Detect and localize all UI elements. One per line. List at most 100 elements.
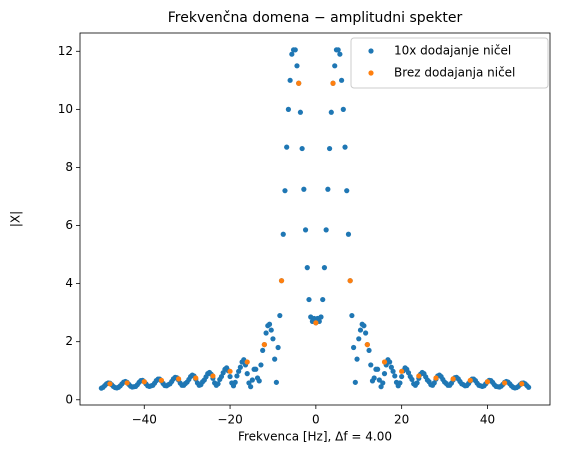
data-point bbox=[282, 188, 288, 194]
data-point bbox=[351, 344, 357, 351]
data-point bbox=[232, 379, 238, 385]
axes-frame bbox=[79, 32, 551, 406]
chart-title: Frekvenčna domena − amplitudni spekter bbox=[168, 10, 463, 26]
x-tick-label: 40 bbox=[480, 413, 495, 427]
legend-box bbox=[350, 37, 549, 89]
data-point bbox=[409, 376, 415, 383]
data-point bbox=[335, 47, 341, 53]
data-point bbox=[397, 380, 403, 386]
y-tick-label: 6 bbox=[65, 218, 73, 232]
data-point bbox=[249, 377, 255, 383]
data-point bbox=[371, 375, 377, 381]
data-point bbox=[248, 384, 254, 390]
data-point bbox=[368, 362, 374, 368]
data-point bbox=[416, 373, 422, 379]
data-point bbox=[357, 327, 364, 333]
data-point bbox=[364, 341, 370, 348]
data-point bbox=[234, 373, 240, 379]
data-point bbox=[210, 373, 216, 379]
data-point bbox=[141, 379, 147, 385]
data-point bbox=[332, 63, 338, 69]
y-tick-label: 4 bbox=[65, 276, 73, 290]
y-axis-label: |X| bbox=[9, 211, 23, 227]
data-point bbox=[284, 144, 290, 150]
y-tick-label: 8 bbox=[65, 160, 73, 174]
data-point bbox=[260, 347, 266, 354]
data-point bbox=[390, 368, 396, 374]
data-point bbox=[285, 106, 292, 112]
data-point bbox=[302, 227, 309, 233]
data-point bbox=[261, 341, 267, 348]
data-point bbox=[236, 368, 242, 374]
data-point bbox=[387, 359, 393, 365]
data-point bbox=[399, 373, 405, 380]
data-point bbox=[325, 186, 331, 192]
data-point bbox=[227, 368, 233, 374]
data-point bbox=[107, 381, 113, 387]
x-tick-label: −40 bbox=[132, 413, 157, 427]
data-point bbox=[244, 371, 250, 377]
data-point bbox=[375, 366, 381, 372]
y-tick-label: 12 bbox=[58, 44, 73, 58]
legend-marker bbox=[368, 70, 374, 76]
data-point bbox=[399, 368, 405, 374]
data-point bbox=[244, 359, 250, 365]
data-point bbox=[381, 371, 388, 377]
data-point bbox=[352, 379, 358, 385]
data-point bbox=[349, 312, 355, 319]
data-point bbox=[297, 109, 304, 115]
x-tick-label: 0 bbox=[312, 413, 320, 427]
data-point bbox=[237, 364, 243, 370]
data-point bbox=[306, 296, 312, 303]
data-point bbox=[366, 347, 372, 354]
data-point bbox=[258, 362, 264, 368]
data-point bbox=[301, 186, 307, 192]
data-point bbox=[253, 366, 259, 372]
data-point bbox=[328, 109, 334, 115]
data-point bbox=[292, 47, 298, 53]
data-point bbox=[313, 320, 319, 326]
data-point bbox=[347, 278, 353, 284]
data-point bbox=[256, 378, 262, 384]
data-point bbox=[380, 380, 386, 386]
plot-area bbox=[98, 47, 532, 391]
data-point bbox=[381, 359, 388, 365]
data-point bbox=[268, 327, 274, 333]
data-point bbox=[330, 80, 336, 86]
data-point bbox=[342, 144, 348, 150]
data-point bbox=[340, 106, 346, 112]
data-point bbox=[318, 314, 324, 320]
x-tick-label: −20 bbox=[217, 413, 242, 427]
legend-label: Brez dodajanja ničel bbox=[394, 66, 515, 80]
x-tick-label: 20 bbox=[394, 413, 409, 427]
data-point bbox=[227, 373, 233, 380]
data-point bbox=[215, 381, 221, 387]
data-point bbox=[326, 145, 333, 152]
data-point bbox=[275, 344, 281, 351]
data-point bbox=[433, 375, 439, 381]
data-point bbox=[344, 188, 350, 194]
data-point bbox=[278, 278, 285, 284]
data-point bbox=[450, 376, 456, 382]
data-point bbox=[519, 381, 525, 387]
data-point bbox=[304, 265, 310, 271]
legend-marker bbox=[368, 48, 374, 54]
data-point bbox=[272, 356, 278, 362]
data-point bbox=[277, 312, 283, 319]
data-point bbox=[280, 231, 286, 237]
data-point bbox=[414, 380, 420, 386]
data-point bbox=[502, 380, 508, 386]
x-axis-label: Frekvenca [Hz], Δf = 4.00 bbox=[238, 430, 392, 444]
data-point bbox=[158, 377, 165, 383]
data-point bbox=[388, 364, 394, 370]
legend-label: 10x dodajanje ničel bbox=[394, 44, 511, 58]
data-point bbox=[296, 80, 302, 86]
y-tick-label: 2 bbox=[65, 334, 73, 348]
data-point bbox=[273, 379, 279, 385]
data-point bbox=[363, 330, 369, 336]
data-point bbox=[299, 145, 305, 152]
data-point bbox=[361, 323, 367, 329]
data-point bbox=[354, 356, 360, 362]
data-point bbox=[356, 336, 362, 342]
